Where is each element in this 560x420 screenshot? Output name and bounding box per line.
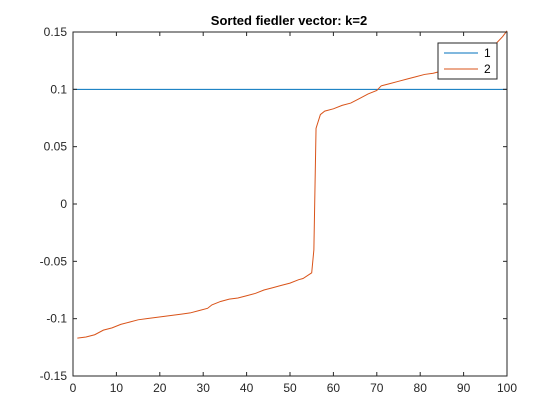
x-tick-label: 0 xyxy=(70,381,77,395)
y-tick-label: 0 xyxy=(60,197,67,211)
x-tick-label: 30 xyxy=(197,381,211,395)
y-tick-label: -0.15 xyxy=(40,369,68,383)
x-tick-label: 100 xyxy=(497,381,517,395)
legend-label-2: 2 xyxy=(484,62,491,76)
series-line-2 xyxy=(77,30,508,339)
y-tick-label: 0.15 xyxy=(44,25,68,39)
legend-box xyxy=(437,42,498,80)
y-tick-label: -0.05 xyxy=(40,254,68,268)
x-tick-label: 70 xyxy=(370,381,384,395)
legend-label-1: 1 xyxy=(484,46,491,60)
y-tick-label: -0.1 xyxy=(46,312,67,326)
y-tick-label: 0.05 xyxy=(44,140,68,154)
x-tick-label: 40 xyxy=(240,381,254,395)
chart-title: Sorted fiedler vector: k=2 xyxy=(211,13,367,28)
plot-area: 0 10 20 30 40 50 60 70 80 90 100 -0.15 -0.1 -0.05 0 0.0… xyxy=(40,25,518,395)
x-tick-label: 60 xyxy=(327,381,341,395)
x-tick-label: 10 xyxy=(110,381,124,395)
x-tick-label: 80 xyxy=(414,381,428,395)
x-tick-label: 50 xyxy=(283,381,297,395)
axes-background xyxy=(73,32,507,376)
x-tick-label: 90 xyxy=(457,381,471,395)
x-tick-label: 20 xyxy=(153,381,167,395)
y-tick-label: 0.1 xyxy=(50,82,67,96)
